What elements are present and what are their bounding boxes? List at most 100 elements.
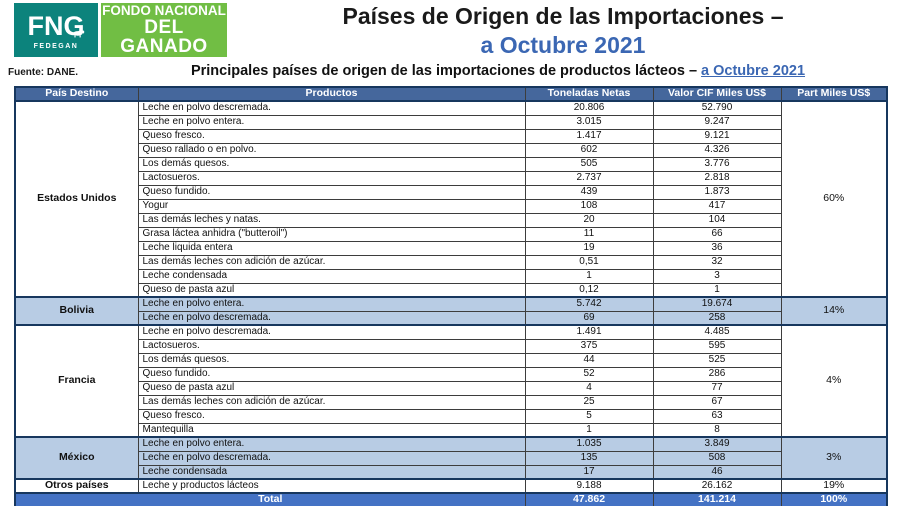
column-header-productos: Productos (137, 86, 526, 102)
table-row: Los demás quesos. 505 3.776 (15, 156, 887, 172)
table-row: Leche en polvo descremada. 69 258 (15, 310, 887, 326)
toneladas-cell: 0,51 (524, 254, 654, 270)
table-row: Queso fundido. 439 1.873 (15, 184, 887, 200)
product-cell: Queso fresco. (137, 128, 526, 144)
valor-cell: 286 (652, 366, 782, 382)
toneladas-cell: 5.742 (524, 296, 654, 312)
toneladas-cell: 5 (524, 408, 654, 424)
subtitle-date-link[interactable]: a Octubre 2021 (701, 63, 806, 79)
toneladas-cell: 375 (524, 338, 654, 354)
total-valor-cell: 141.214 (652, 492, 782, 506)
country-cell: Otros países (14, 478, 139, 494)
toneladas-cell: 9.188 (524, 478, 654, 494)
table-row: Yogur 108 417 (15, 198, 887, 214)
part-cell: 14% (780, 296, 888, 326)
table-title: Principales países de origen de las impo… (110, 63, 886, 79)
toneladas-cell: 0,12 (524, 282, 654, 298)
toneladas-cell: 3.015 (524, 114, 654, 130)
product-cell: Queso fundido. (137, 184, 526, 200)
table-row: Bolivia Leche en polvo entera. 5.742 19.674… (14, 296, 888, 326)
valor-cell: 104 (652, 212, 782, 228)
product-cell: Los demás quesos. (137, 156, 526, 172)
title-line2: a Octubre 2021 (480, 32, 646, 58)
total-toneladas-cell: 47.862 (524, 492, 654, 506)
product-cell: Leche en polvo descremada. (137, 450, 526, 466)
cow-icon (72, 16, 86, 43)
country-cell: Estados Unidos (14, 100, 139, 298)
valor-cell: 77 (652, 380, 782, 396)
table-row: Queso fresco. 5 63 (15, 408, 887, 424)
product-cell: Leche y productos lácteos (137, 478, 526, 494)
product-cell: Mantequilla (137, 422, 526, 438)
product-cell: Queso fresco. (137, 408, 526, 424)
table-row: Lactosueros. 2.737 2.818 (15, 170, 887, 186)
table-row: Leche en polvo descremada. 135 508 (15, 450, 887, 466)
toneladas-cell: 20 (524, 212, 654, 228)
country-cell: Francia (14, 324, 139, 438)
toneladas-cell: 1 (524, 268, 654, 284)
toneladas-cell: 17 (524, 464, 654, 480)
part-cell: 19% (780, 478, 888, 494)
toneladas-cell: 25 (524, 394, 654, 410)
product-cell: Leche en polvo descremada. (137, 310, 526, 326)
toneladas-cell: 52 (524, 366, 654, 382)
valor-cell: 8 (652, 422, 782, 438)
toneladas-cell: 1.035 (524, 436, 654, 452)
column-header-valor-cif: Valor CIF Miles US$ (652, 86, 782, 102)
valor-cell: 66 (652, 226, 782, 242)
toneladas-cell: 108 (524, 198, 654, 214)
table-row: Francia Leche en polvo descremada. 1.491 4.… (14, 324, 888, 438)
toneladas-cell: 44 (524, 352, 654, 368)
toneladas-cell: 19 (524, 240, 654, 256)
product-cell: Leche en polvo entera. (137, 436, 526, 452)
table-row: Las demás leches y natas. 20 104 (15, 212, 887, 228)
product-cell: Queso de pasta azul (137, 380, 526, 396)
product-cell: Leche liquida entera (137, 240, 526, 256)
valor-cell: 32 (652, 254, 782, 270)
total-part-cell: 100% (780, 492, 888, 506)
valor-cell: 63 (652, 408, 782, 424)
part-cell: 60% (780, 100, 888, 298)
product-cell: Las demás leches con adición de azúcar. (137, 254, 526, 270)
table-row: Queso fresco. 1.417 9.121 (15, 128, 887, 144)
product-cell: Lactosueros. (137, 338, 526, 354)
valor-cell: 525 (652, 352, 782, 368)
product-cell: Yogur (137, 198, 526, 214)
valor-cell: 36 (652, 240, 782, 256)
toneladas-cell: 11 (524, 226, 654, 242)
total-row: Total 47.862 141.214 100% (14, 492, 888, 506)
product-cell: Leche condensada (137, 464, 526, 480)
part-cell: 3% (780, 436, 888, 480)
column-header-toneladas-netas: Toneladas Netas (524, 86, 654, 102)
valor-cell: 1.873 (652, 184, 782, 200)
fng-logo-teal-box: FNG FEDEGAN (14, 3, 98, 57)
table-row: Grasa láctea anhidra ("butteroil") 11 66 (15, 226, 887, 242)
page-title: Países de Origen de las Importaciones – … (240, 1, 886, 60)
product-cell: Queso rallado o en polvo. (137, 142, 526, 158)
toneladas-cell: 1 (524, 422, 654, 438)
product-cell: Queso fundido. (137, 366, 526, 382)
valor-cell: 417 (652, 198, 782, 214)
valor-cell: 52.790 (652, 100, 782, 116)
product-cell: Leche condensada (137, 268, 526, 284)
toneladas-cell: 1.491 (524, 324, 654, 340)
product-cell: Lactosueros. (137, 170, 526, 186)
table-row: Queso fundido. 52 286 (15, 366, 887, 382)
header-row: País Destino Productos Toneladas Netas V… (14, 86, 888, 102)
fng-logo-text: FNG (28, 12, 86, 43)
valor-cell: 26.162 (652, 478, 782, 494)
source-note: Fuente: DANE. (8, 67, 78, 78)
product-cell: Las demás leches con adición de azúcar. (137, 394, 526, 410)
country-cell: México (14, 436, 139, 480)
valor-cell: 4.485 (652, 324, 782, 340)
table-row: Mantequilla 1 8 (15, 422, 887, 438)
column-header-part-miles: Part Miles US$ (780, 86, 888, 102)
toneladas-cell: 1.417 (524, 128, 654, 144)
product-cell: Leche en polvo descremada. (137, 100, 526, 116)
column-header-pais-destino: País Destino (14, 86, 139, 102)
toneladas-cell: 439 (524, 184, 654, 200)
valor-cell: 46 (652, 464, 782, 480)
valor-cell: 19.674 (652, 296, 782, 312)
table-row: Queso de pasta azul 0,12 1 (15, 282, 887, 298)
fng-logo: FNG FEDEGAN FONDO NACIONAL DEL GANADO (14, 3, 227, 57)
